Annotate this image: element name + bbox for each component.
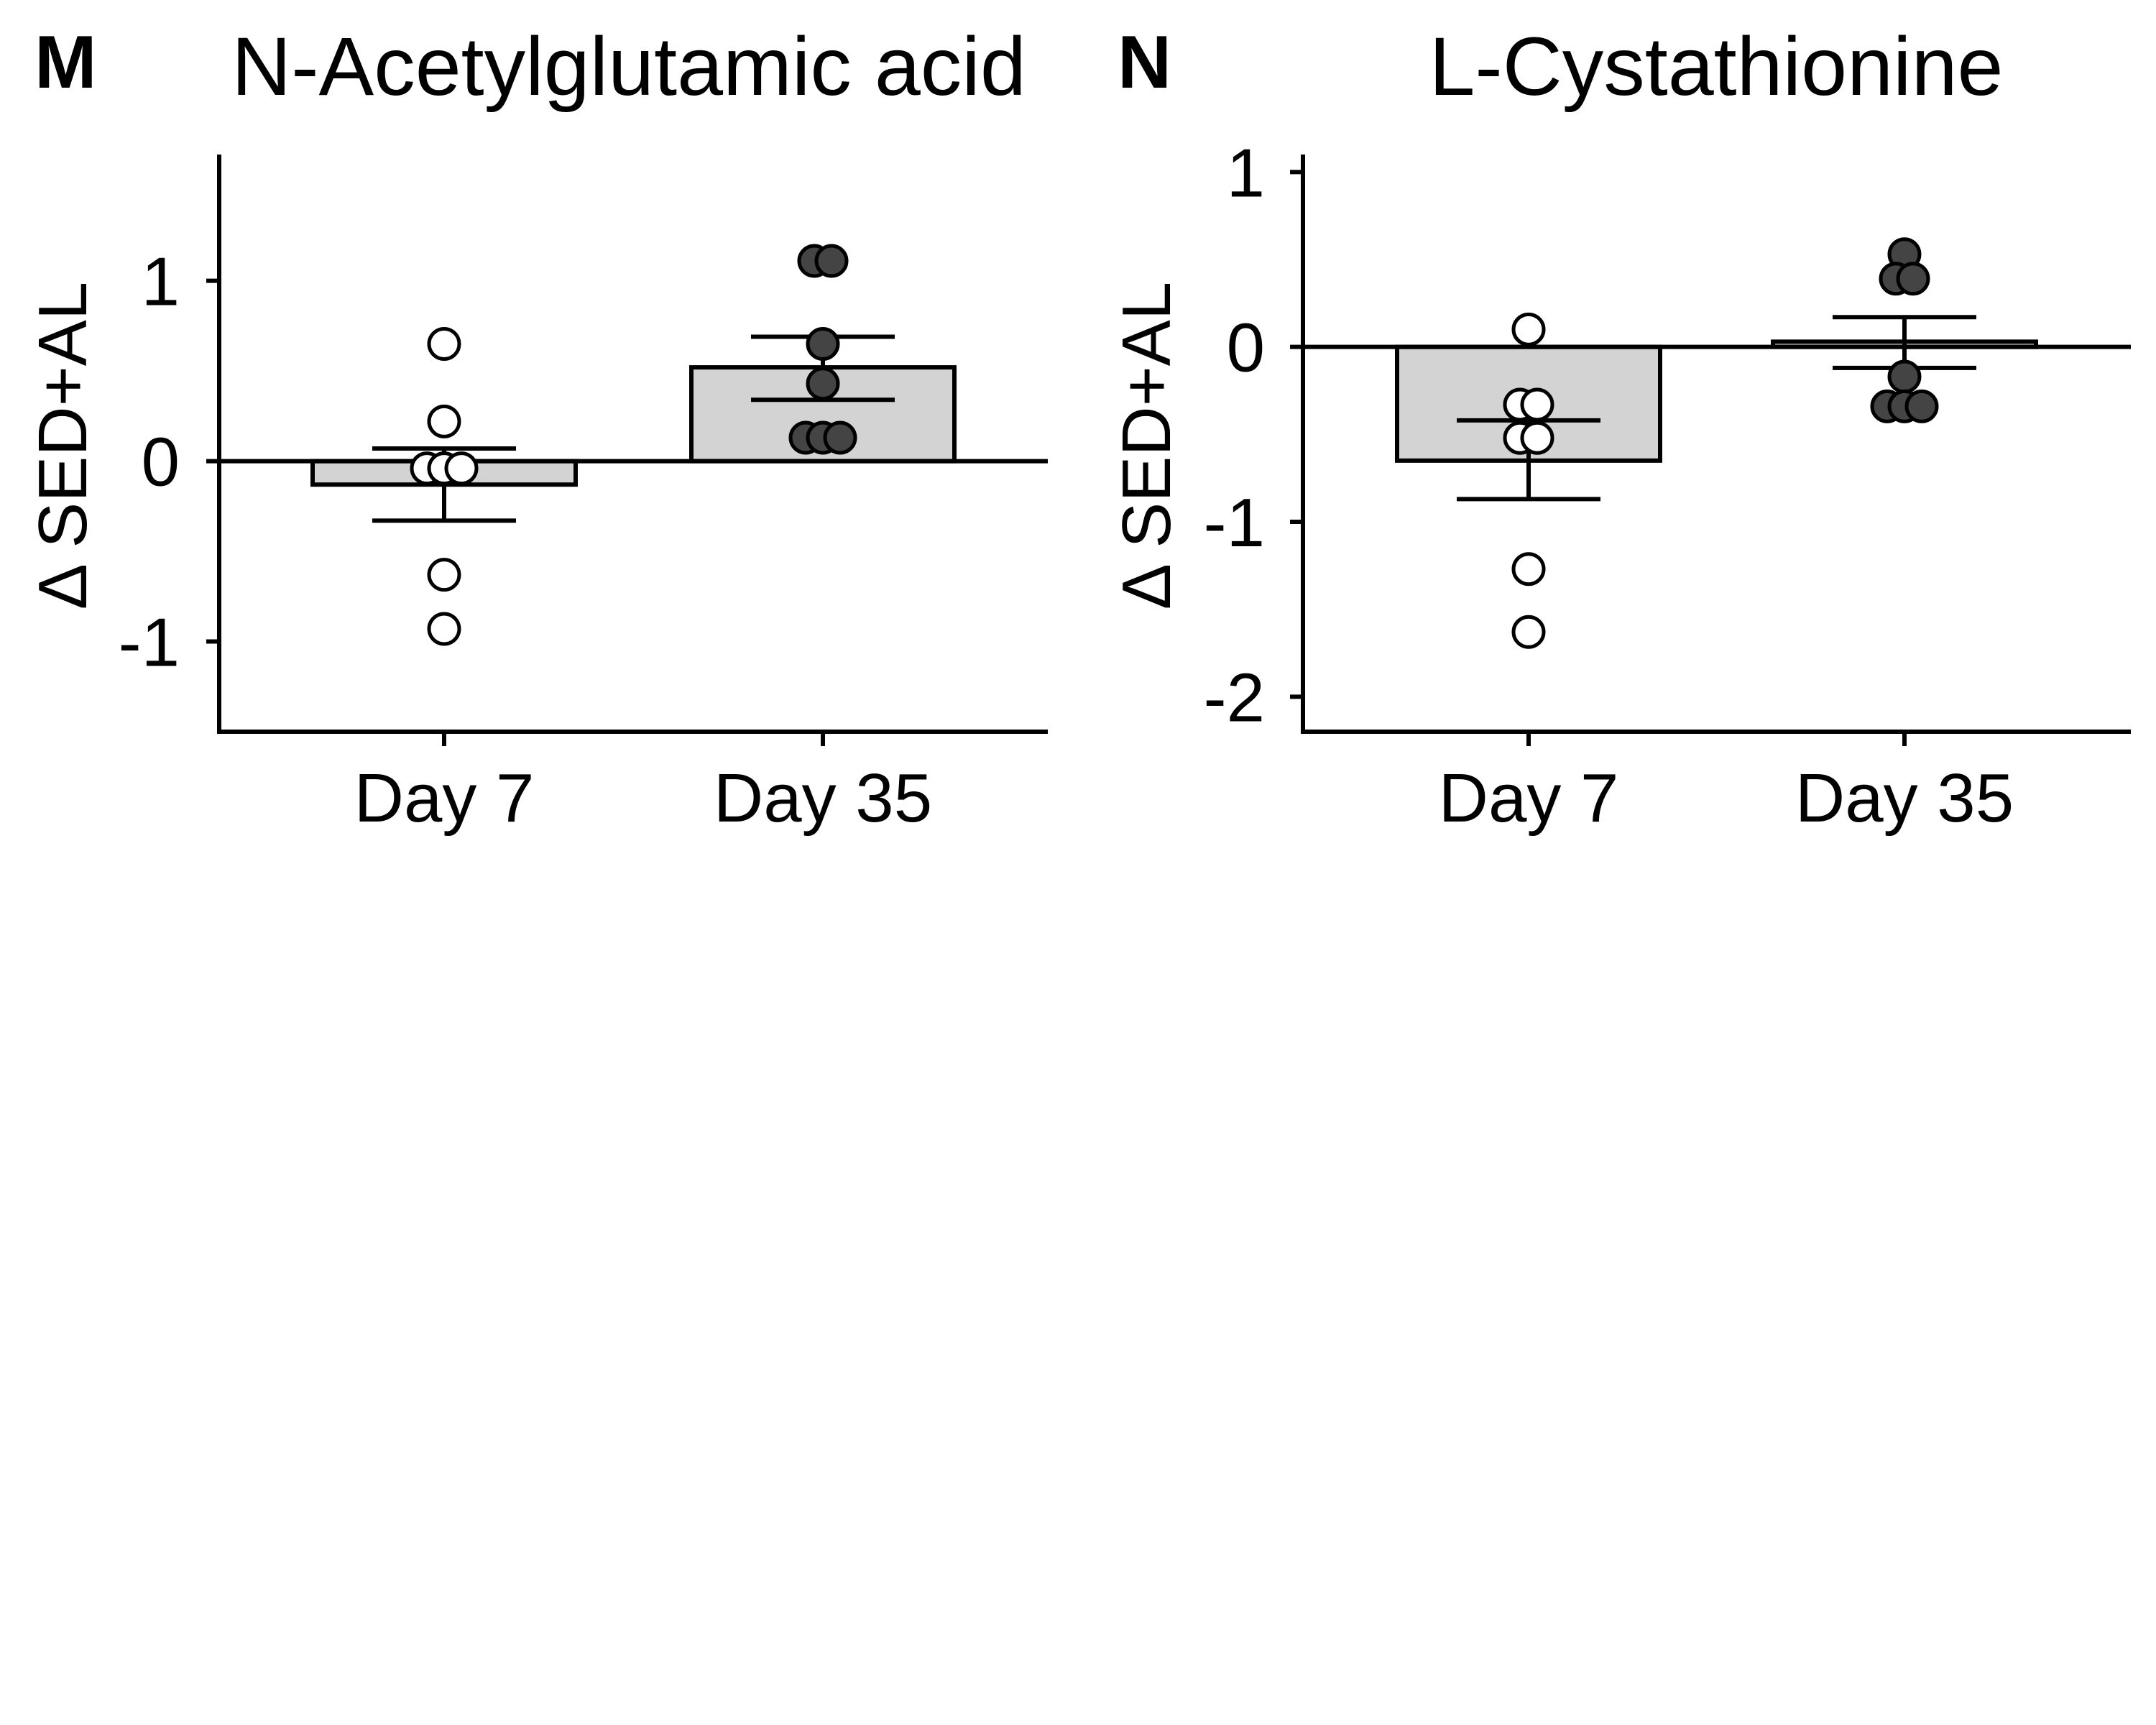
- data-point-m-day35: [806, 326, 840, 361]
- data-point-m-day35: [806, 367, 840, 401]
- data-point-m-day7: [427, 326, 461, 361]
- x-tick-label-m: Day 7: [354, 760, 535, 837]
- y-tick-label-n: -1: [1204, 484, 1265, 561]
- data-point-m-day35: [823, 420, 857, 455]
- data-point-n-day7: [1511, 312, 1546, 346]
- panel-label-m: M: [34, 21, 97, 104]
- data-point-m-day7: [427, 612, 461, 646]
- panel-label-n: N: [1118, 21, 1171, 104]
- y-ticks-m: -1 0 1: [119, 244, 219, 681]
- points-m: [410, 244, 857, 646]
- data-point-m-day7: [427, 558, 461, 592]
- y-tick-label-n: 1: [1227, 134, 1265, 211]
- error-bars-n: [1457, 315, 1976, 502]
- data-point-n-day7: [1520, 387, 1554, 422]
- panel-title-m: N-Acetylglutamic acid: [231, 21, 1026, 113]
- data-point-n-day35: [1896, 262, 1930, 296]
- data-point-n-day7: [1511, 615, 1546, 649]
- panel-title-n: L-Cystathionine: [1429, 21, 2003, 113]
- y-axis-title-n: Δ SED+AL: [1108, 282, 1185, 610]
- points-n: [1503, 237, 1939, 649]
- data-point-m-day7: [444, 451, 479, 486]
- y-ticks-n: -2 -1 0 1: [1204, 134, 1303, 736]
- x-tick-label-m: Day 35: [714, 760, 932, 837]
- axes-m: [217, 155, 1048, 734]
- axes-n: [1301, 155, 2131, 734]
- y-tick-label-n: -2: [1204, 659, 1265, 736]
- data-point-n-day7: [1511, 552, 1546, 586]
- x-tick-label-n: Day 7: [1439, 760, 1619, 837]
- x-tick-label-n: Day 35: [1795, 760, 2014, 837]
- y-tick-label-m: -1: [119, 604, 180, 681]
- data-point-m-day35: [814, 244, 849, 278]
- y-axis-title-m: Δ SED+AL: [24, 282, 101, 610]
- x-ticks-m: Day 7 Day 35: [354, 732, 932, 837]
- data-point-n-day35: [1887, 359, 1922, 394]
- y-tick-label-n: 0: [1227, 310, 1265, 387]
- x-ticks-n: Day 7 Day 35: [1439, 732, 2014, 837]
- y-tick-label-m: 1: [142, 244, 180, 321]
- data-point-n-day35: [1904, 389, 1939, 423]
- data-point-m-day7: [427, 404, 461, 438]
- data-point-n-day7: [1520, 420, 1554, 455]
- panel-m: M N-Acetylglutamic acid Δ SED+AL -1 0 1 Da…: [24, 21, 1048, 837]
- y-tick-label-m: 0: [142, 424, 180, 501]
